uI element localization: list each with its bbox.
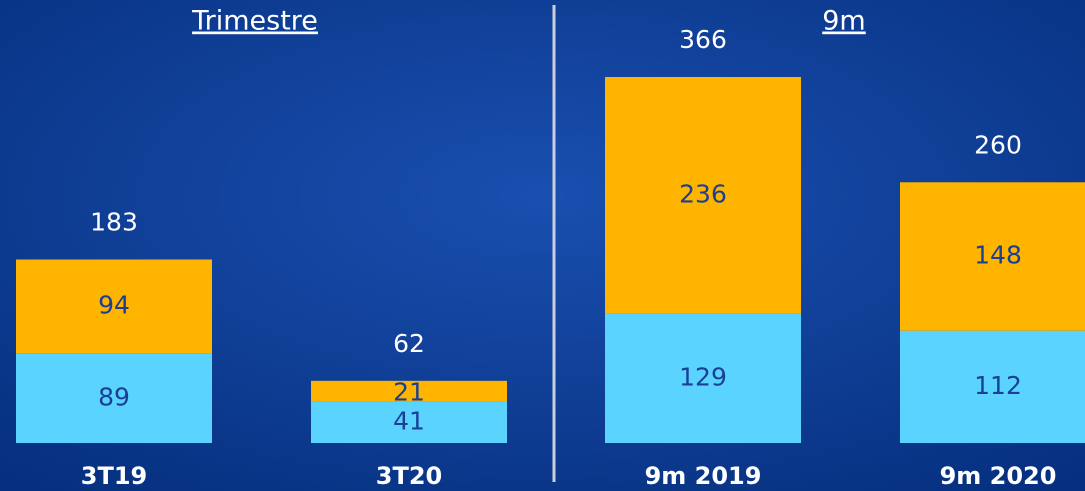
segment-label: 148 <box>974 240 1022 269</box>
panel-title: 9m <box>822 6 865 37</box>
category-label: 9m 2019 <box>645 462 762 490</box>
total-label: 183 <box>90 208 138 237</box>
bar-segment <box>16 259 212 354</box>
segment-label: 129 <box>679 362 727 391</box>
total-label: 62 <box>393 329 425 358</box>
category-label: 3T20 <box>376 462 442 490</box>
bar-segment <box>605 313 801 443</box>
bar-segment <box>605 77 801 314</box>
segment-label: 89 <box>98 382 130 411</box>
bar-segment <box>900 330 1085 443</box>
bar-segment <box>311 401 507 443</box>
segment-label: 94 <box>98 291 130 320</box>
segment-label: 41 <box>393 406 425 435</box>
category-label: 9m 2020 <box>940 462 1057 490</box>
bar-segment <box>311 380 507 402</box>
bar-segment <box>16 353 212 443</box>
total-label: 366 <box>679 25 727 54</box>
total-label: 260 <box>974 130 1022 159</box>
category-label: 3T19 <box>81 462 147 490</box>
bar-segment <box>900 182 1085 331</box>
segment-label: 112 <box>974 371 1022 400</box>
segment-label: 236 <box>679 179 727 208</box>
panel-title: Trimestre <box>191 6 318 37</box>
segment-label: 21 <box>393 377 425 406</box>
